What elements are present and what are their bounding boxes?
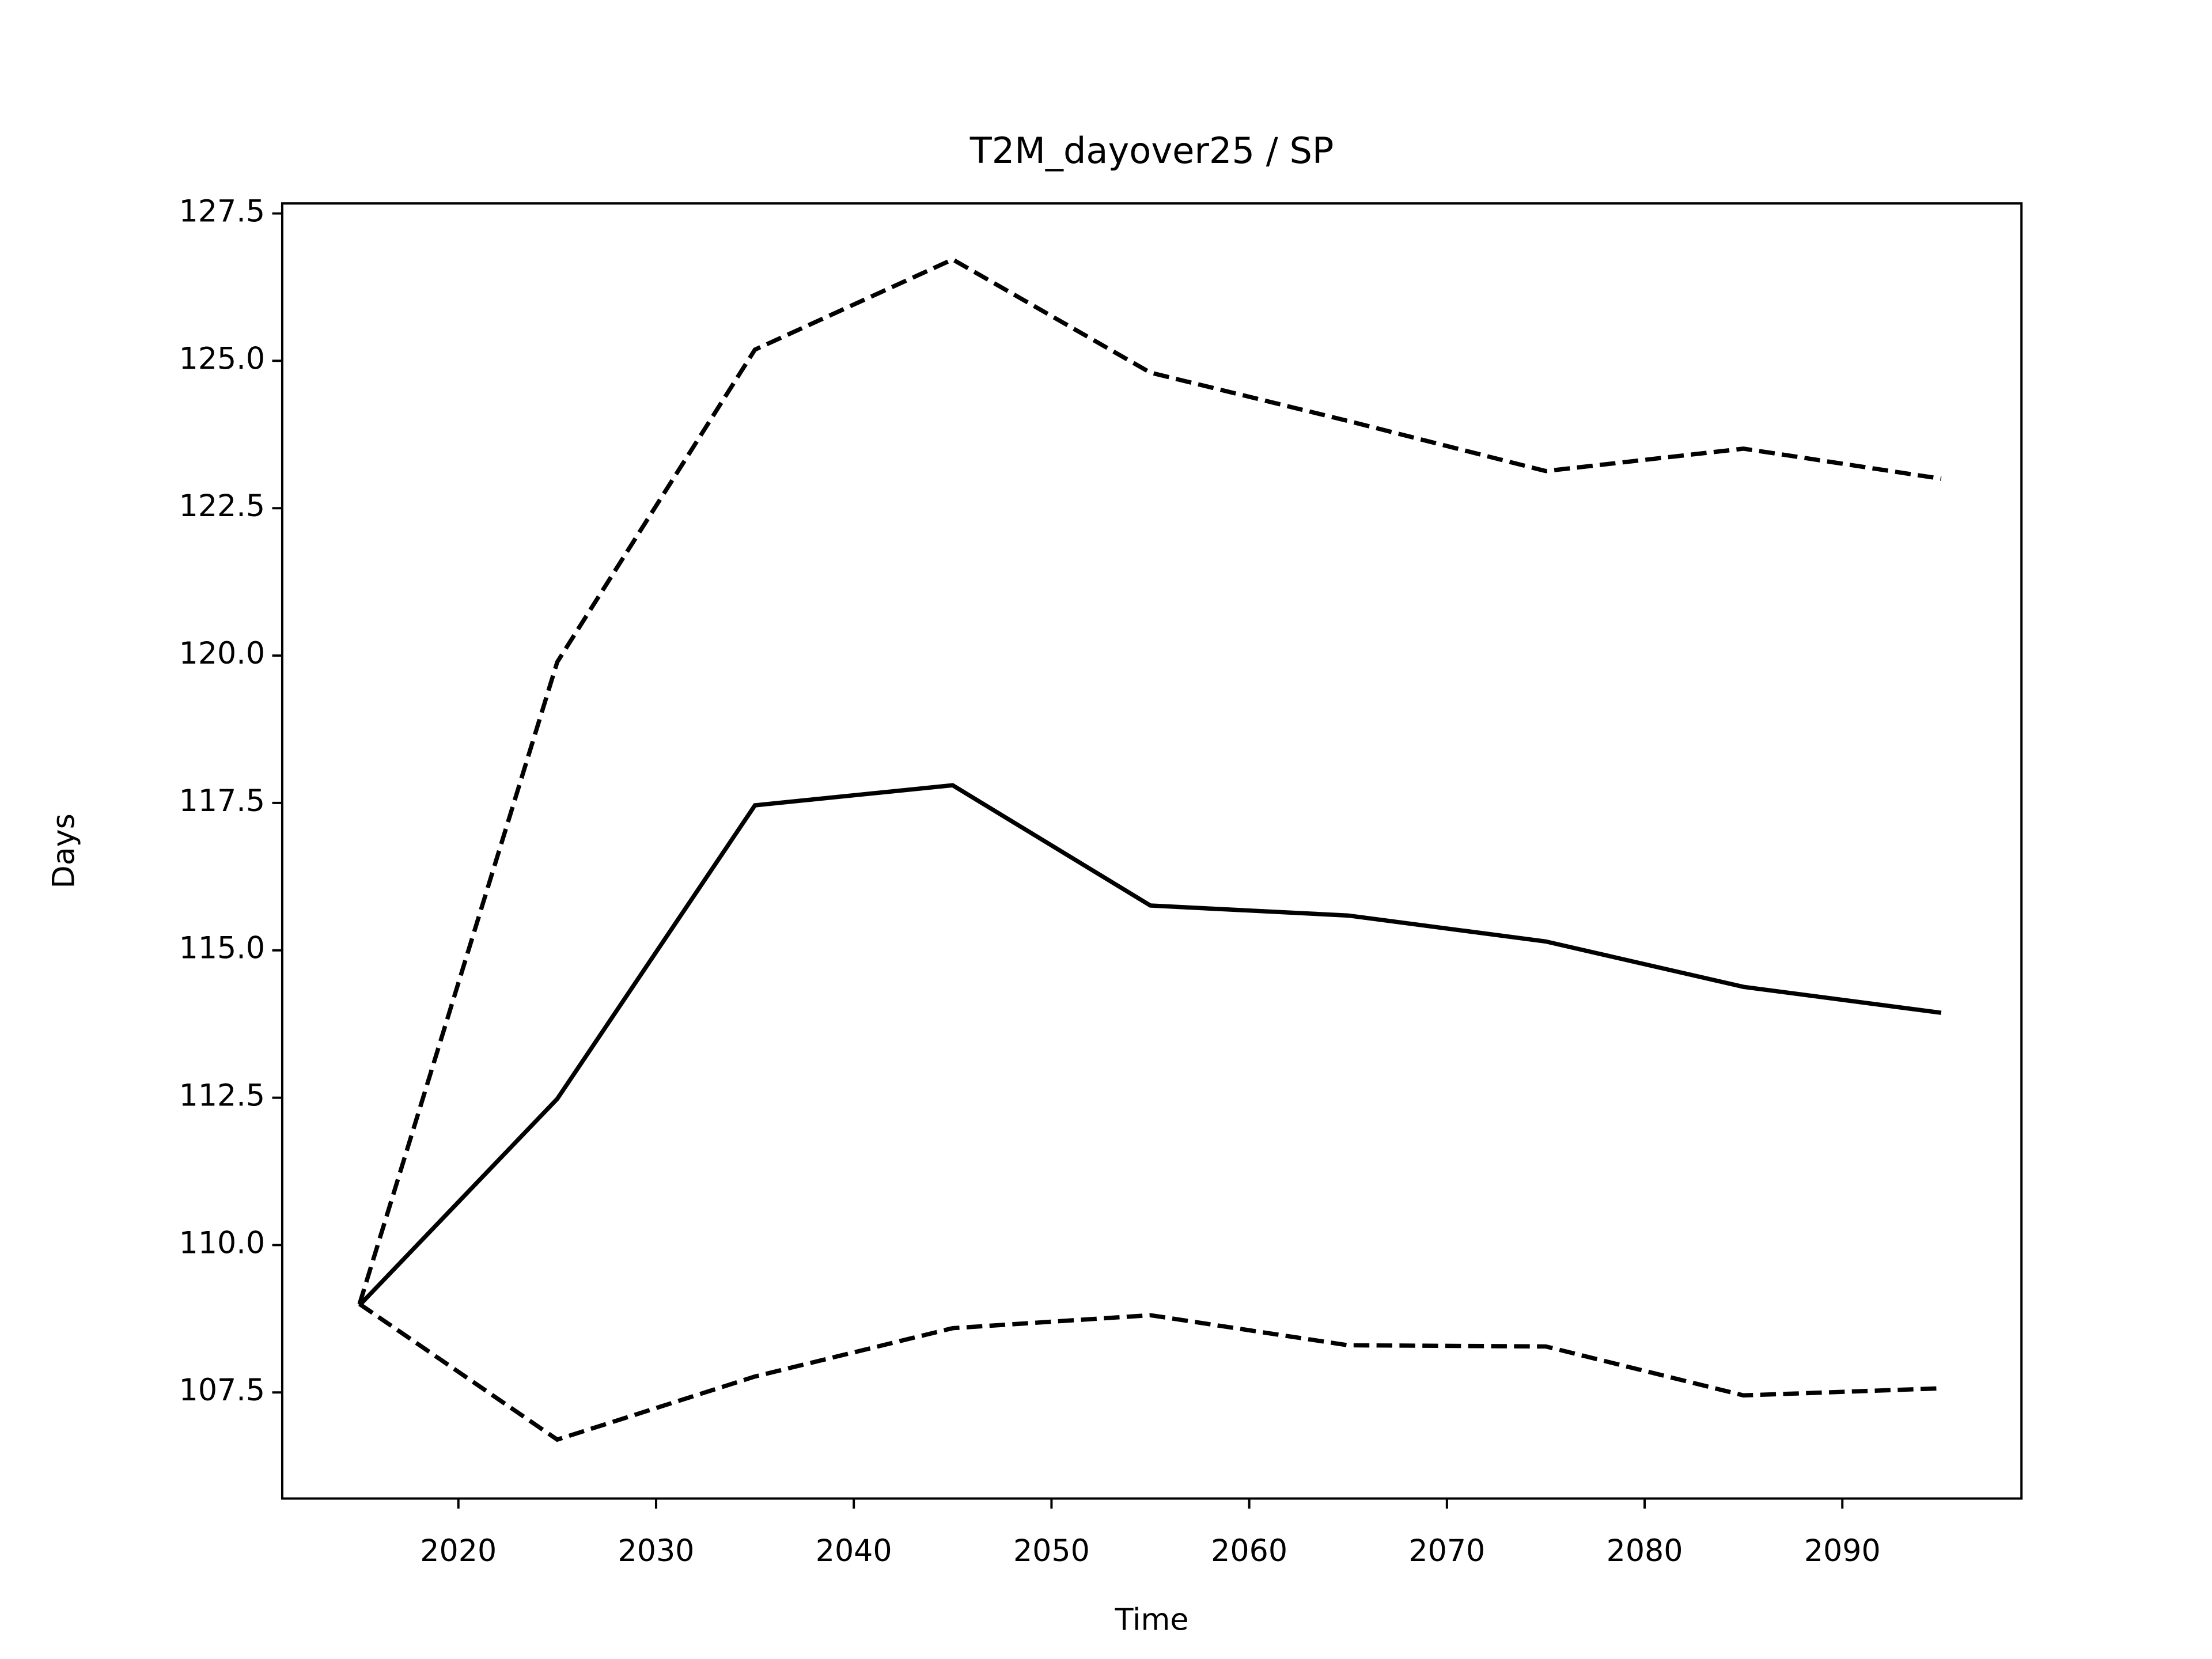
- y-tick-label: 125.0: [179, 342, 265, 376]
- y-tick-label: 112.5: [179, 1079, 265, 1113]
- x-tick-label: 2030: [618, 1534, 695, 1569]
- y-tick-label: 110.0: [179, 1226, 265, 1260]
- x-tick-label: 2080: [1607, 1534, 1683, 1569]
- line-series: [358, 1302, 1942, 1442]
- y-tick-label: 122.5: [179, 489, 265, 524]
- chart-title: T2M_dayover25 / SP: [969, 130, 1334, 172]
- y-axis-label: Days: [47, 813, 81, 888]
- x-tick-label: 2090: [1804, 1534, 1881, 1569]
- x-tick-label: 2020: [420, 1534, 497, 1569]
- x-tick-label: 2070: [1408, 1534, 1485, 1569]
- x-tick-label: 2050: [1013, 1534, 1090, 1569]
- y-tick-label: 117.5: [179, 784, 265, 819]
- y-tick-label: 120.0: [179, 637, 265, 671]
- y-tick-label: 127.5: [179, 195, 265, 229]
- line-series: [357, 257, 1942, 1305]
- y-tick-label: 115.0: [179, 931, 265, 966]
- x-axis-label: Time: [1115, 1603, 1189, 1637]
- plot-frame: [281, 202, 2023, 1500]
- x-tick-label: 2060: [1211, 1534, 1287, 1569]
- x-tick-label: 2040: [816, 1534, 892, 1569]
- y-tick-label: 107.5: [179, 1373, 265, 1408]
- line-series: [358, 783, 1942, 1307]
